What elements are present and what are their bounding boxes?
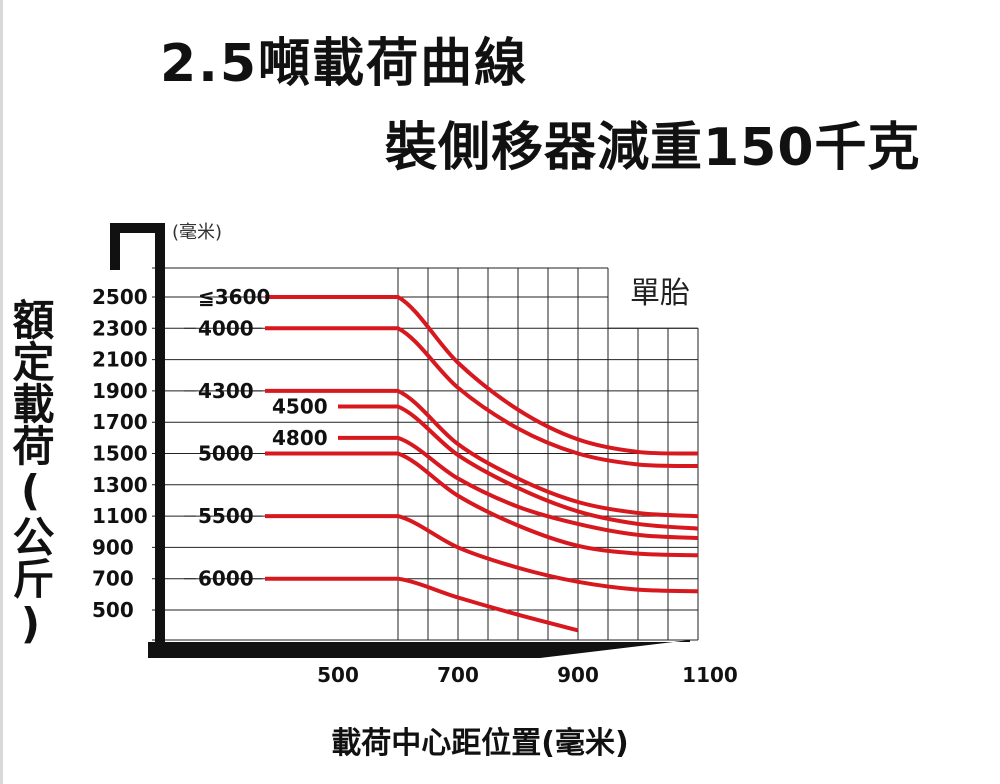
series-label: 4000 xyxy=(198,316,254,340)
y-tick-label: 900 xyxy=(92,535,134,559)
load-curve xyxy=(265,295,699,456)
x-tick-label: 500 xyxy=(317,663,359,687)
y-tick-label: 1900 xyxy=(92,379,148,403)
y-tick-label: 500 xyxy=(92,598,134,622)
series-label: 5000 xyxy=(198,442,254,466)
x-axis-label-text: 載荷中心距位置(毫米) xyxy=(331,726,629,761)
y-tick-label: 1100 xyxy=(92,504,148,528)
load-curve xyxy=(265,388,699,519)
load-curve xyxy=(265,514,699,594)
series-label: 5500 xyxy=(198,504,254,528)
x-tick-label: 700 xyxy=(437,663,479,687)
y-tick-label: 2100 xyxy=(92,348,148,372)
x-unit-label: (毫米) xyxy=(172,222,222,243)
y-axis-label: 額定載荷(公斤) xyxy=(6,298,55,648)
x-tick-label: 900 xyxy=(557,663,599,687)
load-curve xyxy=(338,404,699,531)
chart-title: 2.5噸載荷曲線 xyxy=(160,34,529,94)
y-axis-hook xyxy=(110,232,120,270)
series-label: 4500 xyxy=(272,395,328,419)
y-tick-label: 1700 xyxy=(92,410,148,434)
y-tick-label: 700 xyxy=(92,567,134,591)
load-curve xyxy=(265,576,579,633)
series-label: 4300 xyxy=(198,379,254,403)
load-curve xyxy=(265,451,699,558)
tire-type-label: 單胎 xyxy=(630,276,690,311)
load-curve xyxy=(338,435,699,541)
x-axis-label: 載荷中心距位置(毫米) xyxy=(0,718,1000,762)
x-tick-label: 1100 xyxy=(682,663,738,687)
series-label: 6000 xyxy=(198,567,254,591)
chart-subtitle: 裝側移器減重150千克 xyxy=(385,118,921,178)
series-label: ≦3600 xyxy=(198,285,270,309)
load-curves xyxy=(265,295,699,633)
load-curve xyxy=(265,326,699,469)
x-axis-bar xyxy=(148,640,690,658)
axis-frame xyxy=(110,223,690,658)
page-left-rule xyxy=(0,0,3,784)
y-tick-label: 1500 xyxy=(92,442,148,466)
y-tick-label: 2300 xyxy=(92,316,148,340)
labels: (毫米) 單胎 2500 2300 2100 1900 1700 1500 1300 1100… xyxy=(92,222,738,687)
y-tick-label: 2500 xyxy=(92,285,148,309)
series-label: 4800 xyxy=(272,426,328,450)
y-tick-label: 1300 xyxy=(92,473,148,497)
